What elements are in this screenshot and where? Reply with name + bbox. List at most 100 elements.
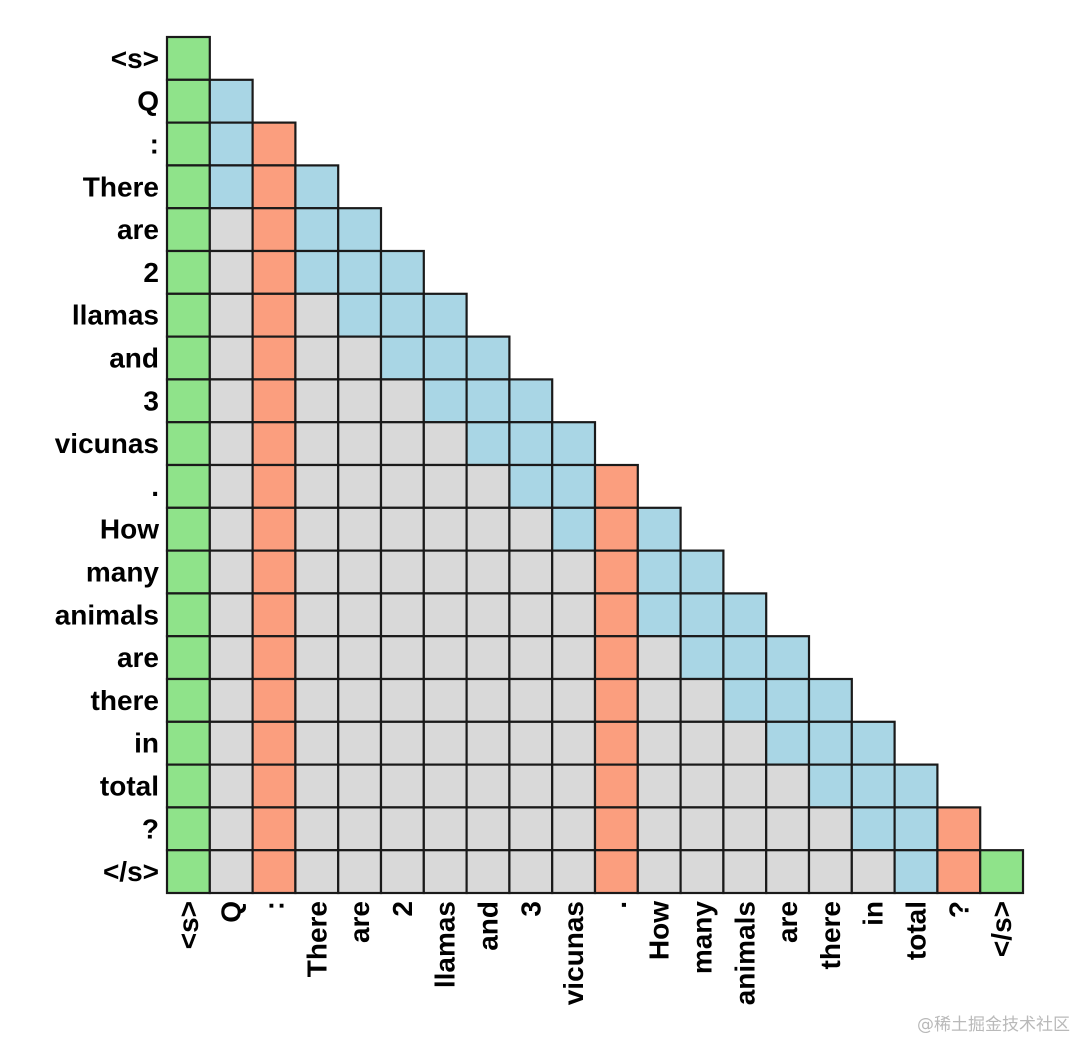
mask-cell-blue <box>807 720 853 766</box>
mask-cell-orange <box>251 506 297 552</box>
row-token-labels: <s> Q: There are 2 llamas and 3 vicunas. How many a… <box>55 43 160 887</box>
mask-cell-blue <box>379 249 425 295</box>
mask-cell-blue <box>422 335 468 381</box>
mask-cell-gray <box>294 635 340 681</box>
mask-cell-blue <box>679 549 725 595</box>
row-label: llamas <box>72 300 159 331</box>
mask-cell-blue <box>679 635 725 681</box>
mask-cell-gray <box>422 763 468 809</box>
mask-cell-gray <box>379 592 425 638</box>
mask-cell-gray <box>337 635 383 681</box>
mask-cell-blue <box>294 164 340 210</box>
column-label: animals <box>729 901 760 1005</box>
column-label: </s> <box>986 901 1017 957</box>
mask-cell-gray <box>294 292 340 338</box>
mask-cell-gray <box>465 720 511 766</box>
mask-cell-blue <box>722 635 768 681</box>
mask-cell-blue <box>422 292 468 338</box>
mask-cell-green <box>165 806 211 852</box>
row-label: there <box>91 685 159 716</box>
watermark: @稀土掘金技术社区 <box>917 1015 1070 1035</box>
mask-cell-orange <box>251 164 297 210</box>
mask-cell-gray <box>422 635 468 681</box>
mask-cell-gray <box>636 677 682 723</box>
mask-cell-gray <box>294 463 340 509</box>
column-label: Q <box>216 901 247 923</box>
mask-cell-gray <box>379 677 425 723</box>
mask-cell-gray <box>636 806 682 852</box>
mask-cell-gray <box>551 763 597 809</box>
mask-cell-blue <box>508 378 554 424</box>
column-label: : <box>259 901 290 910</box>
mask-cell-blue <box>722 677 768 723</box>
mask-cell-blue <box>551 463 597 509</box>
row-label: . <box>151 471 159 502</box>
mask-cell-blue <box>294 249 340 295</box>
mask-cell-orange <box>251 421 297 467</box>
column-label: 2 <box>387 901 418 917</box>
mask-cell-blue <box>379 335 425 381</box>
mask-cell-gray <box>337 549 383 595</box>
mask-cell-gray <box>337 849 383 895</box>
mask-cell-gray <box>465 463 511 509</box>
mask-cell-orange <box>251 292 297 338</box>
mask-cell-orange <box>936 849 982 895</box>
row-label: Q <box>137 86 159 117</box>
row-label: <s> <box>111 43 159 74</box>
mask-cell-green <box>165 677 211 723</box>
mask-cell-blue <box>208 78 254 124</box>
row-label: vicunas <box>55 428 159 459</box>
column-label: are <box>772 901 803 943</box>
mask-cell-gray <box>294 592 340 638</box>
mask-cell-blue <box>465 378 511 424</box>
mask-cell-gray <box>208 378 254 424</box>
mask-cell-orange <box>593 506 639 552</box>
mask-cell-gray <box>465 849 511 895</box>
mask-cell-blue <box>379 292 425 338</box>
mask-cell-orange <box>593 849 639 895</box>
row-label: ? <box>142 813 159 844</box>
mask-cell-gray <box>294 378 340 424</box>
row-label: total <box>100 771 159 802</box>
mask-cell-gray <box>508 720 554 766</box>
mask-cell-gray <box>294 549 340 595</box>
mask-cell-gray <box>551 549 597 595</box>
mask-cell-gray <box>508 806 554 852</box>
mask-cell-green <box>165 249 211 295</box>
mask-cell-blue <box>807 677 853 723</box>
mask-cell-gray <box>294 720 340 766</box>
mask-cell-orange <box>251 677 297 723</box>
mask-cell-blue <box>893 763 939 809</box>
mask-cell-gray <box>337 421 383 467</box>
mask-cell-green <box>165 421 211 467</box>
mask-cell-gray <box>208 207 254 253</box>
mask-cell-orange <box>593 463 639 509</box>
mask-cell-orange <box>251 549 297 595</box>
mask-cell-gray <box>294 849 340 895</box>
mask-cell-gray <box>765 849 811 895</box>
mask-cell-gray <box>551 635 597 681</box>
mask-cell-gray <box>422 549 468 595</box>
mask-cell-orange <box>593 592 639 638</box>
mask-cell-blue <box>850 806 896 852</box>
mask-cell-gray <box>379 635 425 681</box>
mask-cell-gray <box>294 806 340 852</box>
mask-cell-gray <box>208 463 254 509</box>
mask-cell-gray <box>422 463 468 509</box>
mask-cell-blue <box>208 121 254 167</box>
mask-cell-gray <box>679 720 725 766</box>
mask-cell-gray <box>208 763 254 809</box>
mask-cell-orange <box>251 378 297 424</box>
mask-cell-gray <box>294 763 340 809</box>
mask-cell-gray <box>465 677 511 723</box>
mask-cell-blue <box>722 592 768 638</box>
mask-cell-green <box>165 763 211 809</box>
mask-cell-gray <box>379 806 425 852</box>
mask-cell-blue <box>551 506 597 552</box>
mask-cell-gray <box>765 806 811 852</box>
column-label: there <box>815 901 846 969</box>
mask-cell-gray <box>765 763 811 809</box>
mask-cell-orange <box>593 806 639 852</box>
mask-cell-blue <box>850 720 896 766</box>
mask-cell-gray <box>294 677 340 723</box>
